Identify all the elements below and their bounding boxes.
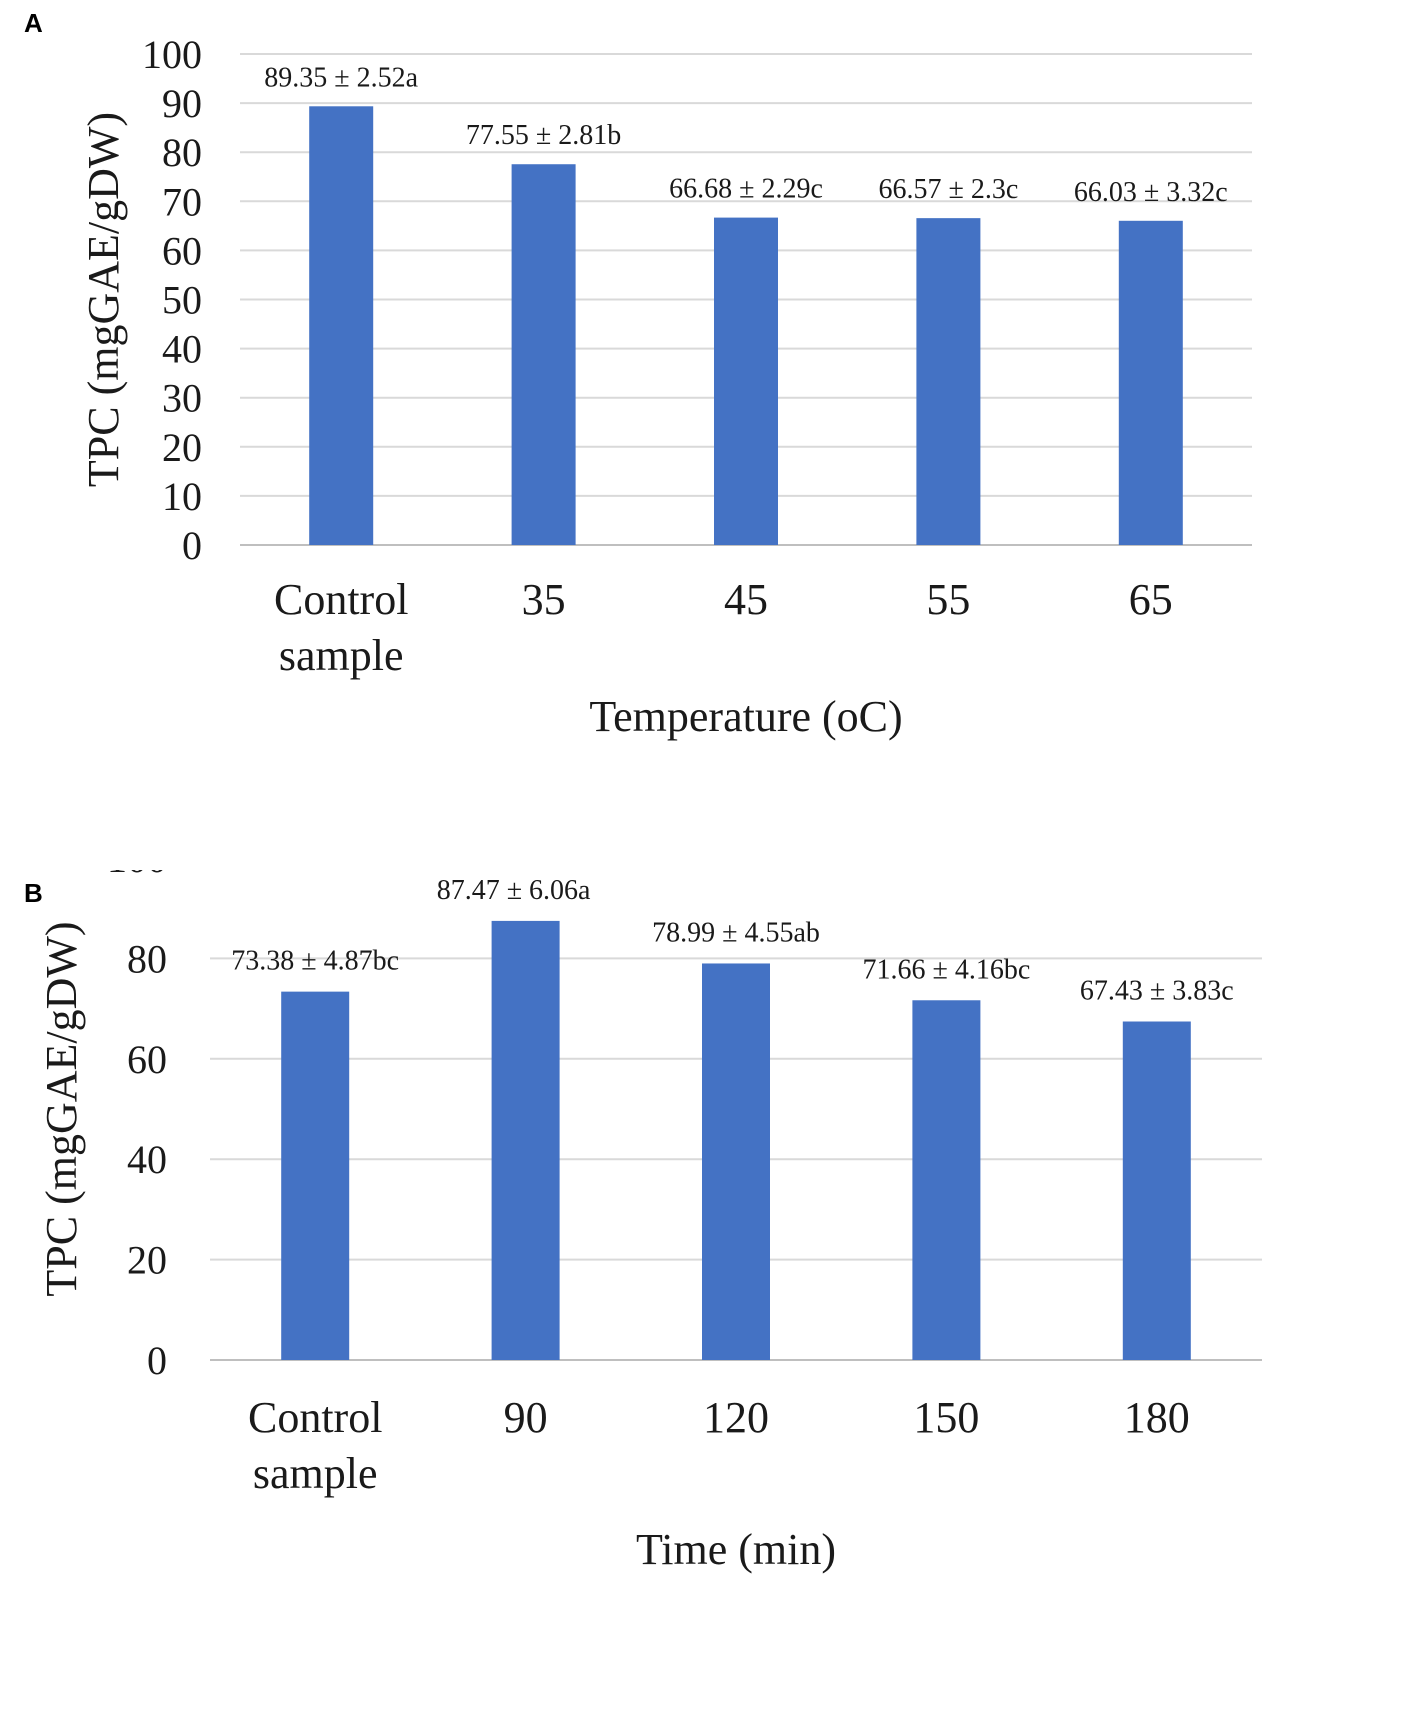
data-label: 77.55 ± 2.81b bbox=[466, 120, 621, 151]
chart-panel-a: A 0 10 20 30 40 50 60 70 80 90 100 89.35 ± 2.52a Con… bbox=[0, 0, 1417, 845]
data-label: 66.03 ± 3.32c bbox=[1074, 177, 1228, 208]
bar bbox=[702, 963, 770, 1360]
data-label: 66.57 ± 2.3c bbox=[879, 174, 1019, 205]
x-tick-label: 150 bbox=[913, 1393, 979, 1442]
bar bbox=[912, 1000, 981, 1360]
data-label: 71.66 ± 4.16bc bbox=[863, 954, 1031, 985]
x-tick-label: 65 bbox=[1129, 575, 1173, 624]
bar bbox=[714, 217, 778, 545]
y-axis-title: TPC (mgGAE/gDW) bbox=[37, 921, 86, 1296]
bar bbox=[916, 218, 981, 545]
y-tick-label: 80 bbox=[162, 130, 202, 175]
y-tick-label: 100 bbox=[107, 870, 167, 881]
x-tick-label: 120 bbox=[703, 1393, 769, 1442]
y-tick-label: 40 bbox=[162, 327, 202, 372]
y-tick-label: 20 bbox=[127, 1238, 167, 1283]
data-label: 67.43 ± 3.83c bbox=[1080, 976, 1234, 1007]
bar bbox=[491, 920, 560, 1360]
y-tick-label: 80 bbox=[127, 936, 167, 981]
bar bbox=[1118, 220, 1183, 545]
bar bbox=[309, 106, 374, 545]
y-tick-label: 30 bbox=[162, 376, 202, 421]
y-tick-label: 60 bbox=[127, 1037, 167, 1082]
y-tick-label: 70 bbox=[162, 179, 202, 224]
x-tick-label: 35 bbox=[522, 575, 566, 624]
bar bbox=[281, 991, 350, 1360]
x-tick-label: 55 bbox=[926, 575, 970, 624]
y-tick-label: 60 bbox=[162, 228, 202, 273]
bar bbox=[1122, 1021, 1191, 1360]
x-tick-label: Control sample bbox=[248, 1393, 382, 1498]
y-tick-label: 0 bbox=[147, 1338, 167, 1383]
x-tick-label: 90 bbox=[504, 1393, 548, 1442]
data-label: 78.99 ± 4.55ab bbox=[652, 917, 820, 948]
x-tick-label: Control sample bbox=[274, 575, 408, 680]
y-tick-label: 0 bbox=[182, 523, 202, 568]
panel-label-a: A bbox=[24, 8, 43, 38]
x-axis-title: Temperature (oC) bbox=[589, 692, 902, 741]
y-tick-label: 100 bbox=[142, 32, 202, 77]
data-label: 89.35 ± 2.52a bbox=[264, 62, 418, 93]
y-axis-title: TPC (mgGAE/gDW) bbox=[79, 112, 128, 487]
x-tick-label: 180 bbox=[1124, 1393, 1190, 1442]
data-label: 66.68 ± 2.29c bbox=[669, 174, 823, 205]
y-tick-label: 90 bbox=[162, 81, 202, 126]
panel-label-b: B bbox=[24, 878, 43, 908]
data-label: 73.38 ± 4.87bc bbox=[231, 946, 399, 977]
chart-panel-b: B 0 20 40 60 80 100 73.38 ± 4.87bc Controlsampl… bbox=[0, 870, 1417, 1712]
x-axis-title: Time (min) bbox=[636, 1525, 836, 1574]
y-tick-label: 20 bbox=[162, 425, 202, 470]
bar bbox=[511, 164, 576, 546]
y-tick-label: 40 bbox=[127, 1137, 167, 1182]
y-tick-label: 10 bbox=[162, 474, 202, 519]
data-label: 87.47 ± 6.06a bbox=[437, 875, 591, 906]
x-tick-label: 45 bbox=[724, 575, 768, 624]
y-tick-label: 50 bbox=[162, 278, 202, 323]
